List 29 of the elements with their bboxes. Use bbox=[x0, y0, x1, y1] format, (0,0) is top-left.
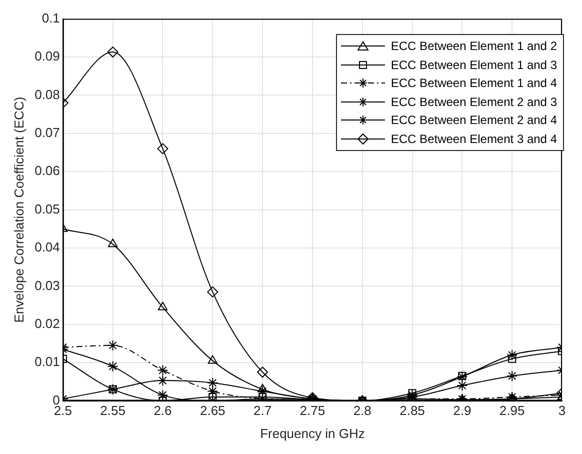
legend-label: ECC Between Element 1 and 4 bbox=[390, 76, 557, 90]
x-tick-label: 2.7 bbox=[254, 403, 272, 418]
x-tick-label: 2.6 bbox=[154, 403, 172, 418]
y-tick-label: 0.04 bbox=[34, 240, 60, 255]
legend-label: ECC Between Element 2 and 4 bbox=[390, 113, 557, 128]
y-axis-title: Envelope Correlation Coefficient (ECC) bbox=[11, 96, 26, 323]
y-tick-label: 0.01 bbox=[34, 354, 60, 370]
x-tick-label: 2.8 bbox=[353, 403, 372, 418]
x-tick-label: 2.9 bbox=[453, 403, 472, 418]
legend-label: ECC Between Element 1 and 3 bbox=[390, 58, 557, 72]
x-tick-label: 2.65 bbox=[200, 403, 226, 418]
y-tick-label: 0.03 bbox=[34, 278, 60, 293]
legend-label: ECC Between Element 2 and 3 bbox=[390, 94, 557, 109]
x-tick-label: 2.95 bbox=[499, 403, 525, 418]
y-tick-label: 0.09 bbox=[34, 48, 60, 64]
x-tick-label: 3 bbox=[558, 403, 566, 418]
legend-label: ECC Between Element 1 and 2 bbox=[390, 39, 557, 54]
y-tick-label: 0.1 bbox=[42, 10, 60, 26]
y-tick-label: 0.05 bbox=[34, 201, 60, 216]
legend-label: ECC Between Element 3 and 4 bbox=[390, 132, 557, 146]
y-tick-label: 0 bbox=[52, 392, 60, 408]
x-tick-label: 2.75 bbox=[300, 403, 326, 418]
y-tick-label: 0.08 bbox=[34, 86, 60, 102]
x-tick-label: 2.55 bbox=[100, 403, 126, 418]
x-tick-label: 2.85 bbox=[400, 403, 425, 418]
x-axis-title: Frequency in GHz bbox=[260, 426, 365, 441]
y-tick-label: 0.06 bbox=[34, 163, 60, 178]
y-tick-label: 0.07 bbox=[34, 124, 60, 140]
y-tick-label: 0.02 bbox=[34, 316, 60, 331]
